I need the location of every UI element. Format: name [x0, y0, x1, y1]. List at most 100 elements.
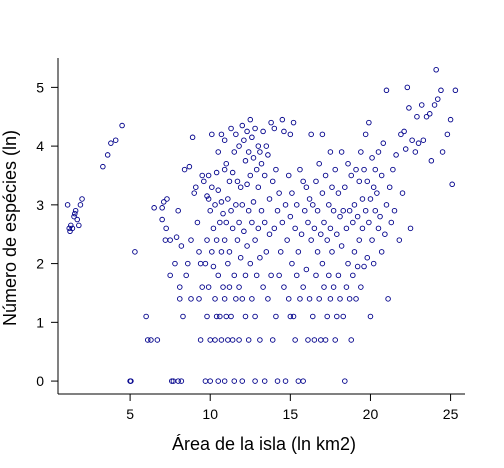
data-point [202, 260, 209, 267]
data-point [207, 337, 213, 343]
data-point [221, 166, 228, 173]
data-point [327, 225, 334, 232]
data-point [199, 172, 205, 179]
data-point [433, 66, 439, 73]
data-point [228, 207, 234, 214]
data-point [231, 149, 238, 155]
data-point [253, 272, 260, 279]
x-tick-label: 5 [126, 406, 134, 422]
data-point [386, 184, 393, 190]
data-point [369, 155, 375, 161]
data-point [342, 378, 348, 384]
data-point [268, 119, 274, 126]
data-point [282, 378, 289, 384]
data-point [164, 196, 170, 202]
data-point [340, 313, 346, 320]
data-point [361, 166, 367, 173]
data-point [173, 234, 180, 240]
data-point [369, 237, 375, 243]
data-point [229, 337, 236, 343]
data-point [311, 337, 318, 343]
data-point [378, 172, 385, 179]
data-point [290, 119, 297, 126]
y-tick-label: 4 [36, 138, 44, 154]
data-point [226, 178, 233, 185]
data-point [236, 143, 242, 149]
data-point [289, 260, 295, 267]
data-point [66, 225, 72, 232]
data-point [281, 284, 287, 290]
data-point [250, 199, 257, 205]
data-point [242, 313, 249, 320]
y-axis-ticks: 0 1 2 3 4 5 [36, 79, 58, 389]
data-point [255, 184, 262, 190]
data-point [255, 143, 262, 149]
data-point [249, 296, 255, 302]
data-point [244, 243, 250, 249]
x-tick-label: 10 [202, 406, 218, 422]
data-point [300, 178, 306, 185]
data-point [185, 260, 191, 267]
data-point [396, 237, 403, 243]
data-point [305, 219, 311, 226]
data-point [100, 163, 106, 170]
data-point [314, 207, 321, 214]
data-point [289, 190, 295, 196]
data-point [377, 213, 383, 220]
data-point [279, 116, 286, 123]
data-point [273, 166, 279, 173]
data-point [252, 313, 258, 320]
data-point [350, 272, 356, 279]
data-point [119, 122, 125, 129]
data-point [327, 296, 334, 302]
data-point [409, 137, 415, 143]
data-point [205, 284, 212, 290]
y-tick-label: 3 [36, 197, 44, 213]
data-point [338, 243, 345, 249]
data-point [199, 284, 205, 290]
data-point [366, 219, 372, 226]
data-point [412, 149, 419, 155]
data-point [255, 225, 262, 232]
data-point [220, 210, 226, 217]
data-point [221, 296, 228, 302]
data-point [338, 149, 345, 155]
data-point [290, 313, 297, 320]
data-point [143, 313, 149, 320]
data-point [300, 284, 306, 290]
data-point [295, 378, 302, 384]
data-point [362, 131, 369, 138]
data-point [324, 237, 330, 243]
data-point [229, 225, 236, 232]
y-tick-label: 5 [36, 79, 44, 95]
data-point [322, 337, 329, 343]
data-point [372, 166, 379, 173]
data-point [354, 213, 361, 220]
data-point [287, 313, 294, 320]
data-point [180, 313, 186, 320]
data-point [404, 84, 411, 91]
data-point [193, 184, 199, 190]
data-point [204, 193, 210, 199]
data-point [221, 137, 228, 143]
data-point [263, 249, 270, 255]
data-point [311, 225, 318, 232]
data-point [207, 207, 213, 214]
data-point [266, 231, 273, 237]
data-point [382, 231, 388, 237]
data-point [241, 137, 247, 143]
data-point [242, 158, 249, 164]
data-point [297, 166, 303, 173]
data-point [64, 202, 71, 208]
data-point [313, 272, 319, 279]
data-point [358, 149, 364, 155]
data-point [221, 237, 228, 243]
data-point [217, 219, 223, 226]
data-point [79, 196, 85, 202]
data-point [303, 184, 310, 190]
data-point [257, 149, 263, 155]
y-tick-label: 1 [36, 314, 44, 330]
data-point [342, 184, 348, 190]
data-point [68, 222, 74, 229]
